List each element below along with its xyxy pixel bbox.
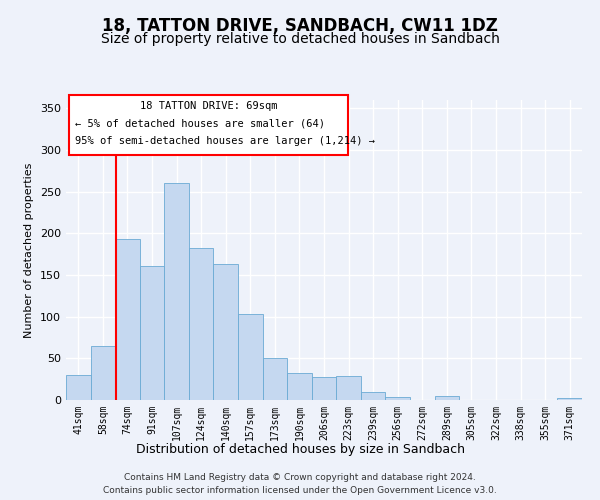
Text: ← 5% of detached houses are smaller (64): ← 5% of detached houses are smaller (64) <box>75 118 325 128</box>
Bar <box>66 375 91 400</box>
Bar <box>287 372 312 400</box>
Bar <box>263 358 287 400</box>
Bar <box>214 264 238 400</box>
Text: 95% of semi-detached houses are larger (1,214) →: 95% of semi-detached houses are larger (… <box>75 136 375 146</box>
Bar <box>361 392 385 400</box>
Bar <box>238 314 263 400</box>
Bar <box>336 376 361 400</box>
Text: Size of property relative to detached houses in Sandbach: Size of property relative to detached ho… <box>101 32 499 46</box>
Bar <box>385 396 410 400</box>
Text: Contains HM Land Registry data © Crown copyright and database right 2024.: Contains HM Land Registry data © Crown c… <box>124 472 476 482</box>
Bar <box>164 184 189 400</box>
Text: Distribution of detached houses by size in Sandbach: Distribution of detached houses by size … <box>136 442 464 456</box>
Bar <box>115 239 140 400</box>
Bar <box>557 398 582 400</box>
Bar <box>312 376 336 400</box>
Bar <box>189 248 214 400</box>
Text: 18, TATTON DRIVE, SANDBACH, CW11 1DZ: 18, TATTON DRIVE, SANDBACH, CW11 1DZ <box>102 18 498 36</box>
Text: 18 TATTON DRIVE: 69sqm: 18 TATTON DRIVE: 69sqm <box>140 102 277 112</box>
Bar <box>91 346 115 400</box>
Bar <box>434 396 459 400</box>
Bar <box>140 266 164 400</box>
Y-axis label: Number of detached properties: Number of detached properties <box>25 162 34 338</box>
Text: Contains public sector information licensed under the Open Government Licence v3: Contains public sector information licen… <box>103 486 497 495</box>
